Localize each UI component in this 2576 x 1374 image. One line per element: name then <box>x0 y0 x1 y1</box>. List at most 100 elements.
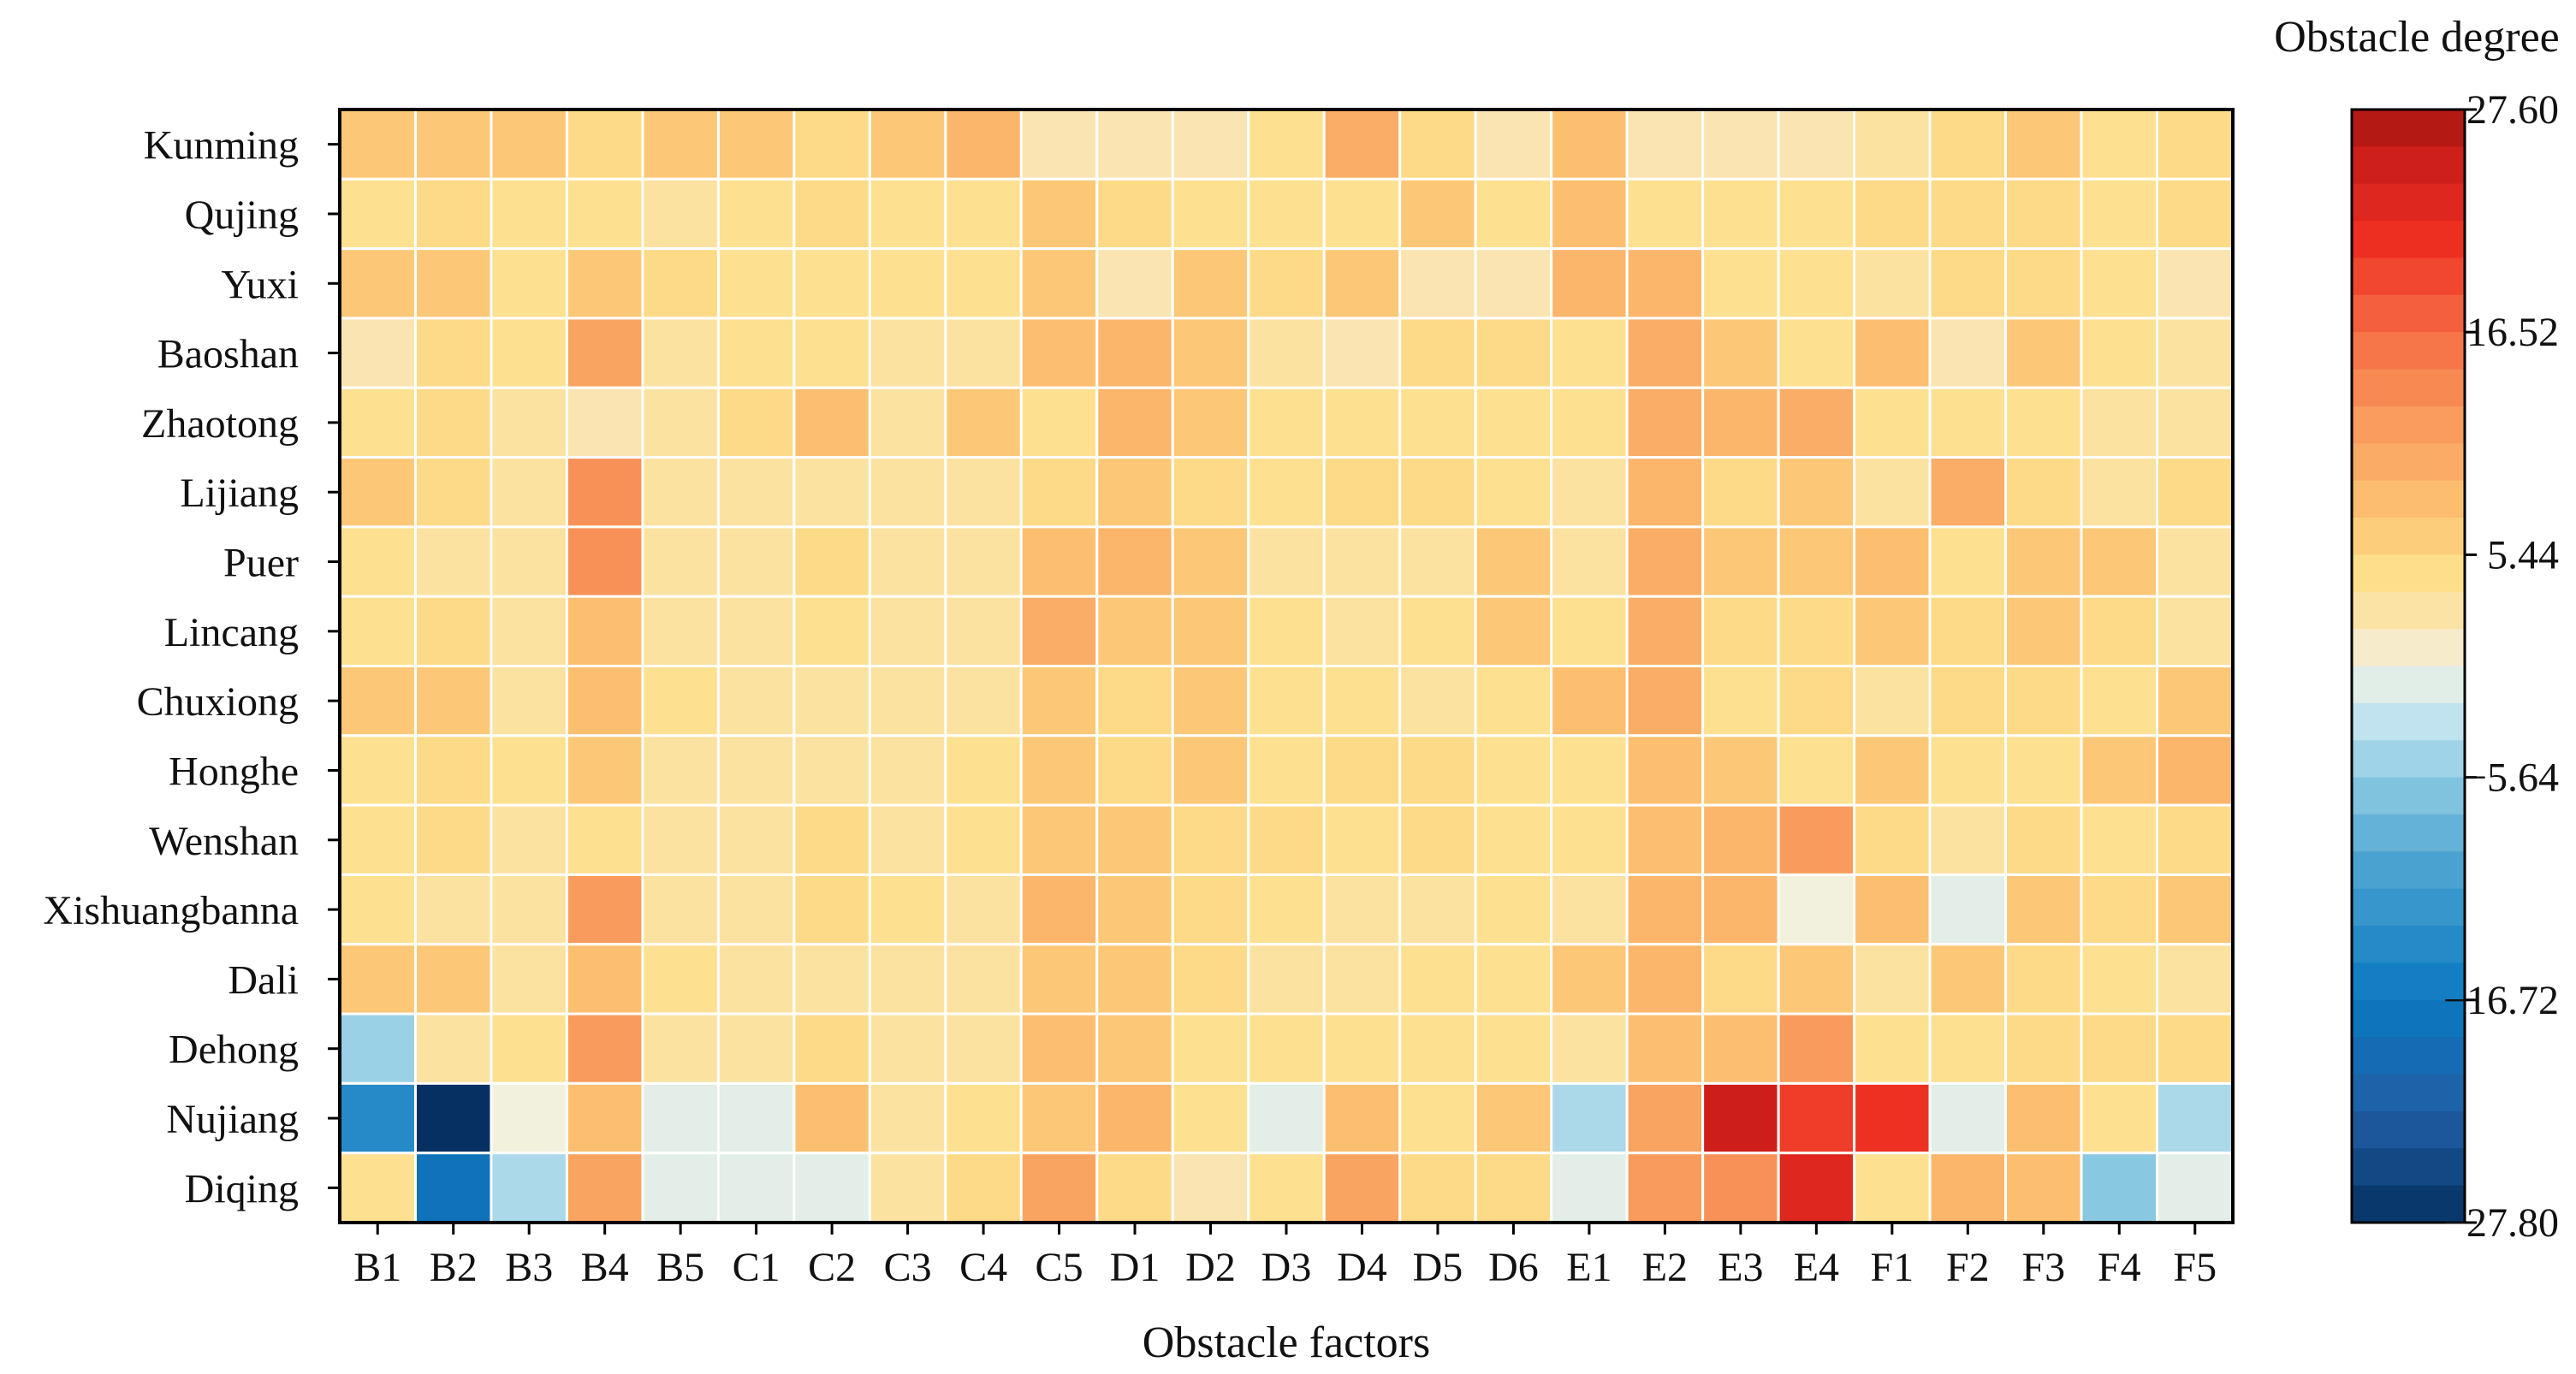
heatmap-cell <box>413 1012 493 1085</box>
heatmap-cell <box>944 317 1023 389</box>
heatmap-cell <box>2004 1152 2083 1224</box>
heatmap-cell <box>1322 873 1402 946</box>
heatmap-cell <box>1928 247 2008 320</box>
heatmap-cell <box>1247 386 1326 459</box>
heatmap-cell <box>868 734 947 807</box>
heatmap-cell <box>641 803 720 876</box>
heatmap-cell <box>641 177 720 251</box>
heatmap-cell <box>2080 1081 2159 1155</box>
heatmap-cell <box>1701 734 1780 807</box>
heatmap-cell <box>641 1152 720 1224</box>
colorbar-band <box>2352 629 2465 667</box>
heatmap-cell <box>1019 803 1099 876</box>
heatmap-cell <box>1625 943 1705 1016</box>
heatmap-cell <box>490 247 568 320</box>
heatmap-cell <box>1171 386 1250 459</box>
heatmap-cell <box>2004 108 2083 181</box>
heatmap-cell <box>1777 317 1856 389</box>
heatmap-cell <box>641 665 720 737</box>
heatmap-cell <box>1701 1081 1780 1155</box>
y-tick-label: Diqing <box>185 1166 299 1211</box>
heatmap-cell <box>1247 1081 1326 1155</box>
heatmap-cell <box>716 803 796 876</box>
heatmap-cell <box>2004 943 2083 1016</box>
heatmap-cell <box>1928 1152 2008 1224</box>
colorbar-band <box>2352 480 2465 518</box>
heatmap-cell <box>1701 943 1780 1016</box>
heatmap-cell <box>1777 177 1856 251</box>
heatmap-cell <box>1322 386 1402 459</box>
heatmap-cell <box>413 386 493 459</box>
colorbar-band <box>2352 443 2465 482</box>
heatmap-cell <box>1701 1152 1780 1224</box>
heatmap-cell <box>1625 177 1705 251</box>
heatmap-cell <box>1625 1012 1705 1085</box>
colorbar-tick-label: 16.52 <box>2466 310 2559 355</box>
colorbar-tick-label: −5.64 <box>2464 755 2559 801</box>
heatmap-cell <box>716 177 796 251</box>
colorbar-band <box>2352 926 2465 964</box>
heatmap-cell <box>1625 108 1705 181</box>
heatmap-cell <box>1171 803 1250 876</box>
colorbar-frame <box>2350 108 2466 1224</box>
colorbar-band <box>2352 183 2465 222</box>
y-tick-label: Lijiang <box>180 471 299 516</box>
colorbar-band <box>2352 666 2465 704</box>
colorbar-band <box>2352 110 2465 147</box>
heatmap-cell <box>1625 1152 1705 1224</box>
heatmap-cell <box>2080 456 2159 529</box>
heatmap-cell <box>1247 595 1326 667</box>
heatmap-cell <box>792 177 871 251</box>
colorbar-tick-label: −27.80 <box>2443 1200 2559 1246</box>
heatmap-cell <box>1171 317 1250 389</box>
colorbar-band <box>2352 1037 2465 1075</box>
heatmap-cell <box>716 525 796 598</box>
heatmap-cell <box>490 873 568 946</box>
heatmap-cell <box>1322 177 1402 251</box>
heatmap-cell <box>1095 595 1174 667</box>
heatmap-cell <box>1095 456 1174 529</box>
heatmap-cell <box>1701 386 1780 459</box>
heatmap-cell <box>1550 317 1629 389</box>
colorbar-band <box>2352 777 2465 815</box>
heatmap-cell <box>792 1152 871 1224</box>
heatmap-cell <box>641 247 720 320</box>
colorbar-band <box>2352 332 2465 370</box>
heatmap-cell <box>1853 1152 1932 1224</box>
heatmap-cell <box>868 525 947 598</box>
heatmap-cell <box>2080 873 2159 946</box>
heatmap-cell <box>1398 873 1477 946</box>
heatmap-cell <box>868 665 947 737</box>
heatmap-cell <box>716 1081 796 1155</box>
heatmap-cell <box>1701 317 1780 389</box>
heatmap-cell <box>565 873 644 946</box>
x-tick-label: B3 <box>505 1245 553 1290</box>
colorbar: 27.60 16.52 5.44 −5.64 −16.72 −27.80 <box>2350 87 2559 1246</box>
heatmap-cell <box>1625 873 1705 946</box>
y-tick-label: Puer <box>223 541 299 586</box>
heatmap-cell <box>413 247 493 320</box>
heatmap-cell <box>1928 108 2008 181</box>
heatmap-cell <box>2156 317 2235 389</box>
heatmap-cell <box>2004 1012 2083 1085</box>
heatmap-cell <box>2080 525 2159 598</box>
heatmap-cell <box>2156 1152 2235 1224</box>
heatmap-cell <box>868 177 947 251</box>
heatmap-cell <box>1095 1152 1174 1224</box>
y-tick-label: Dali <box>228 957 299 1003</box>
heatmap-cell <box>1550 247 1629 320</box>
heatmap-cell <box>490 525 568 598</box>
heatmap-cell <box>565 943 644 1016</box>
heatmap-cell <box>565 456 644 529</box>
heatmap-cell <box>1928 803 2008 876</box>
colorbar-band <box>2352 591 2465 630</box>
heatmap-cell <box>1398 734 1477 807</box>
heatmap-cell <box>1625 317 1705 389</box>
heatmap-cell <box>2080 386 2159 459</box>
heatmap-cell <box>1322 317 1402 389</box>
colorbar-tick-label: 27.60 <box>2466 87 2559 133</box>
heatmap-cell <box>338 177 417 251</box>
colorbar-title: Obstacle degree <box>2274 13 2559 62</box>
heatmap-cell <box>338 665 417 737</box>
